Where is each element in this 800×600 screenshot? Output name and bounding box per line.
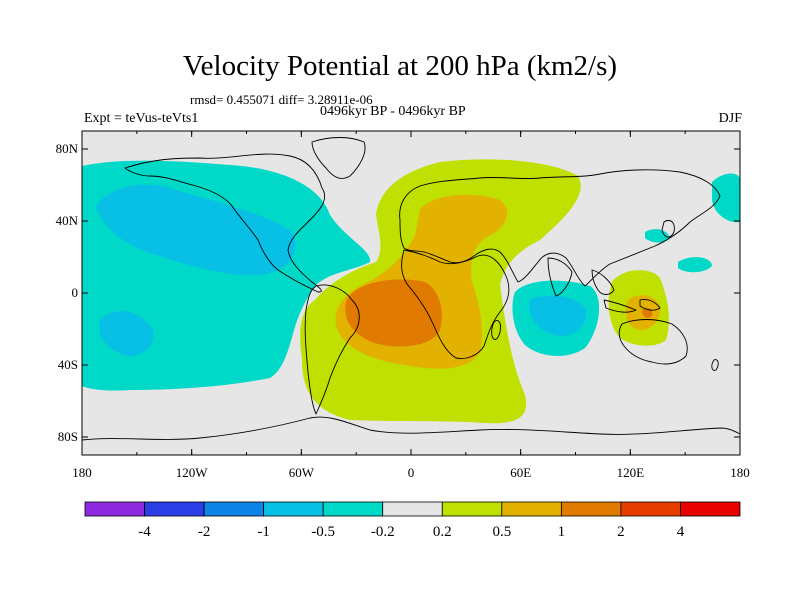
colorbar-swatch bbox=[560, 501, 622, 517]
coastline-north-america bbox=[124, 153, 326, 293]
colorbar-swatch bbox=[501, 501, 562, 517]
lat-label: 0 bbox=[72, 285, 79, 300]
coastline-madagascar bbox=[491, 320, 501, 340]
axis-ticks bbox=[81, 131, 741, 455]
colorbar-label: 2 bbox=[617, 524, 625, 540]
longitude-labels: 180 120W 60W 0 60E 120E 180 bbox=[72, 465, 750, 480]
coastline-greenland bbox=[311, 137, 366, 179]
latitude-labels: 80N 40N 0 40S 80S bbox=[56, 141, 79, 444]
colorbar-label: 1 bbox=[558, 524, 566, 540]
colorbar-label: 0.5 bbox=[492, 524, 511, 540]
contour-negative-north-pacific-core bbox=[96, 184, 296, 276]
contour-negative-pacific-small bbox=[678, 257, 712, 273]
experiment-label: Expt = teVus-teVts1 bbox=[84, 111, 199, 126]
coastline-australia bbox=[618, 319, 688, 365]
colorbar-label: -1 bbox=[257, 524, 270, 540]
contour-positive-indonesia-peak bbox=[642, 308, 653, 318]
colorbar-swatch bbox=[680, 501, 741, 517]
coastline-antarctica bbox=[82, 416, 740, 441]
colorbar-label: 4 bbox=[677, 524, 685, 540]
coastline-japan bbox=[661, 220, 675, 238]
lon-label: 60E bbox=[510, 465, 531, 480]
contour-negative-south-pacific-core bbox=[99, 311, 154, 356]
lon-label: 0 bbox=[408, 465, 415, 480]
colorbar-labels: -4 -2 -1 -0.5 -0.2 0.2 0.5 1 2 4 bbox=[138, 524, 684, 540]
colorbar-label: -0.5 bbox=[311, 524, 335, 540]
contour-fills bbox=[82, 159, 740, 424]
period-label: 0496kyr BP - 0496kyr BP bbox=[320, 104, 466, 119]
colorbar-swatch bbox=[620, 501, 681, 517]
lon-label: 180 bbox=[730, 465, 750, 480]
lon-label: 120E bbox=[617, 465, 645, 480]
colorbar-swatch bbox=[263, 501, 324, 517]
colorbar bbox=[84, 501, 741, 517]
colorbar-swatch bbox=[144, 501, 205, 517]
colorbar-swatch bbox=[84, 501, 145, 517]
colorbar-swatch bbox=[203, 501, 265, 517]
contour-negative-west-pacific-small bbox=[645, 229, 670, 243]
season-label: DJF bbox=[718, 111, 742, 126]
lat-label: 80S bbox=[58, 429, 78, 444]
coastline-india bbox=[547, 257, 573, 297]
coastline-new-zealand bbox=[711, 359, 719, 371]
colorbar-swatch bbox=[322, 501, 384, 517]
coastline-indonesia bbox=[603, 299, 661, 313]
coastlines bbox=[82, 137, 740, 441]
coastline-south-america bbox=[304, 284, 360, 415]
colorbar-label: -2 bbox=[198, 524, 211, 540]
lon-label: 180 bbox=[72, 465, 92, 480]
contour-negative-indian-ocean-core bbox=[529, 295, 587, 336]
colorbar-swatch bbox=[441, 501, 503, 517]
contour-positive-south-atlantic-core bbox=[345, 279, 442, 347]
colorbar-label: -4 bbox=[138, 524, 151, 540]
colorbar-label: 0.2 bbox=[433, 524, 452, 540]
colorbar-swatch bbox=[382, 501, 443, 517]
coastline-europe bbox=[399, 169, 721, 287]
lon-label: 60W bbox=[289, 465, 315, 480]
contour-negative-nw-pacific bbox=[712, 173, 740, 223]
rmsd-diff-stats: rmsd= 0.455071 diff= 3.28911e-06 bbox=[190, 92, 373, 107]
coastline-southeast-asia bbox=[591, 269, 615, 295]
chart-title: Velocity Potential at 200 hPa (km2/s) bbox=[182, 50, 618, 82]
coastline-africa bbox=[401, 249, 510, 359]
lon-label: 120W bbox=[176, 465, 209, 480]
colorbar-label: -0.2 bbox=[371, 524, 395, 540]
lat-label: 40S bbox=[58, 357, 78, 372]
lat-label: 80N bbox=[56, 141, 79, 156]
lat-label: 40N bbox=[56, 213, 79, 228]
